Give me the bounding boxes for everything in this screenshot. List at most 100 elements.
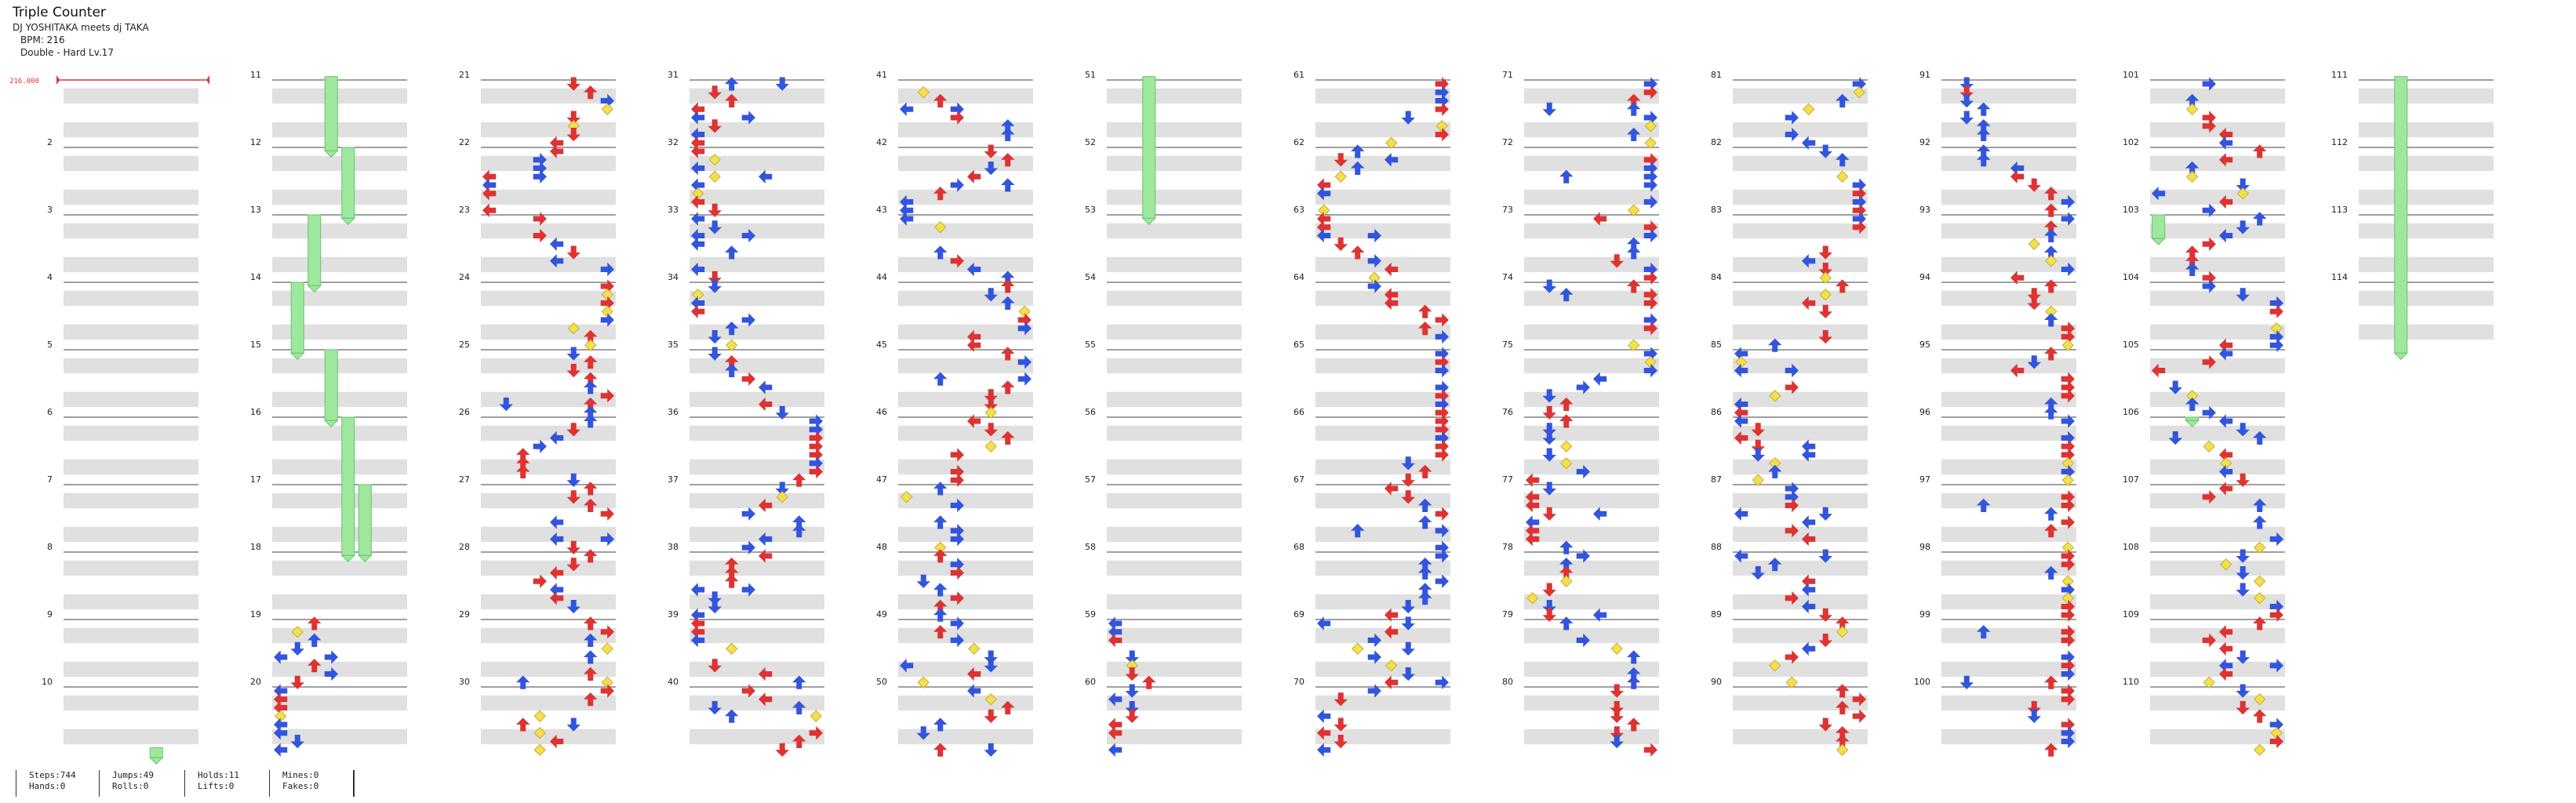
step-arrow	[1401, 667, 1415, 681]
step-arrow	[1125, 701, 1139, 715]
step-arrow	[691, 633, 705, 648]
measure-104: 104	[2123, 272, 2285, 340]
measure-stripe	[1733, 223, 1868, 239]
step-arrow	[2010, 363, 2025, 378]
measure-number: 33	[668, 205, 679, 215]
step-arrow	[1643, 363, 1657, 378]
step-arrow	[1125, 667, 1139, 681]
measure-number: 39	[668, 609, 679, 620]
step-arrow	[691, 161, 705, 176]
measure-14: 14	[250, 272, 407, 340]
measure-32: 32	[668, 137, 824, 205]
measure-stripe	[272, 122, 407, 138]
measure-stripe	[2150, 324, 2285, 340]
step-arrow	[584, 692, 598, 707]
measure-number: 67	[1293, 474, 1304, 485]
measure-stripe	[1524, 223, 1659, 239]
measure-stripe	[1315, 88, 1450, 104]
measure-stripe	[1315, 661, 1450, 678]
measure-stripe	[2150, 459, 2285, 475]
step-arrow	[1627, 127, 1641, 141]
measure-number: 7	[47, 474, 53, 485]
step-arrow	[950, 565, 964, 580]
hold-note	[2185, 416, 2199, 428]
step-arrow	[1125, 684, 1139, 698]
measure-27: 27	[459, 474, 616, 543]
measure-2: 2	[47, 137, 198, 205]
measure-38: 38	[668, 542, 824, 610]
measure-stripe	[2150, 122, 2285, 138]
measure-number: 79	[1502, 609, 1513, 620]
measure-stripe	[689, 459, 824, 475]
stat-rolls: Rolls:0	[112, 781, 149, 791]
step-arrow	[1751, 423, 1765, 437]
step-arrow	[566, 540, 580, 554]
measure-stripe	[1733, 492, 1868, 509]
step-arrow	[1559, 540, 1574, 554]
step-arrow	[2061, 515, 2075, 529]
measure-number: 109	[2123, 609, 2139, 620]
step-arrow	[2061, 414, 2075, 428]
measure-number: 9	[47, 609, 53, 620]
step-arrow	[2027, 701, 2041, 715]
measure-number: 72	[1502, 137, 1513, 147]
step-arrow	[775, 405, 789, 420]
measure-stripe	[1315, 492, 1450, 509]
yellow-arrow	[1610, 642, 1623, 655]
yellow-arrow	[2203, 440, 2215, 452]
measure-18: 18	[250, 542, 407, 610]
step-arrow	[1836, 93, 1850, 107]
hold-note	[324, 349, 339, 428]
step-arrow	[725, 245, 739, 260]
measure-number: 80	[1502, 677, 1513, 687]
yellow-arrow	[1769, 659, 1781, 672]
measure-stripe	[481, 627, 616, 644]
measure-44: 44	[876, 272, 1033, 340]
stat-steps: Steps:744	[29, 770, 76, 780]
step-arrow	[1401, 456, 1415, 471]
step-arrow	[950, 633, 964, 648]
measure-stripe	[2359, 122, 2494, 138]
step-arrow	[1785, 498, 1799, 513]
measure-stripe	[272, 324, 407, 340]
step-arrow	[1017, 355, 1031, 369]
step-arrow	[967, 338, 981, 352]
step-arrow	[1768, 464, 1782, 478]
measure-number: 91	[1919, 70, 1930, 80]
measure-36: 36	[668, 407, 824, 475]
step-arrow	[759, 169, 773, 183]
step-arrow	[1317, 743, 1331, 757]
measure-stripe	[898, 358, 1033, 374]
yellow-arrow	[2254, 592, 2266, 605]
yellow-arrow	[726, 642, 738, 655]
measure-stripe	[689, 358, 824, 374]
step-arrow	[1542, 102, 1556, 116]
step-arrow	[550, 237, 564, 251]
step-arrow	[1959, 675, 1974, 689]
step-arrow	[1768, 338, 1782, 352]
measure-stripe	[2150, 661, 2285, 678]
song-bpm: BPM: 216	[20, 35, 65, 45]
measure-stripe	[1941, 560, 2076, 576]
step-arrow	[324, 667, 338, 681]
measure-number: 83	[1711, 205, 1722, 215]
step-arrow	[1542, 583, 1556, 597]
step-arrow	[2219, 228, 2233, 243]
measure-26: 26	[459, 407, 616, 475]
measure-stripe	[1524, 155, 1659, 172]
step-arrow	[984, 389, 998, 403]
step-arrow	[2219, 464, 2233, 479]
step-arrow	[725, 574, 739, 588]
measure-stripe	[2150, 391, 2285, 408]
step-arrow	[566, 490, 580, 504]
measure-stripe	[898, 627, 1033, 644]
measure-113: 113	[2331, 205, 2494, 273]
measure-stripe	[689, 425, 824, 441]
step-arrow	[290, 641, 304, 656]
measure-number: 36	[668, 407, 679, 417]
measure-number: 87	[1711, 474, 1722, 485]
step-arrow	[1125, 650, 1139, 664]
measure-stripe	[1107, 729, 1242, 745]
measure-24: 24	[459, 272, 616, 340]
step-arrow	[2027, 178, 2041, 192]
